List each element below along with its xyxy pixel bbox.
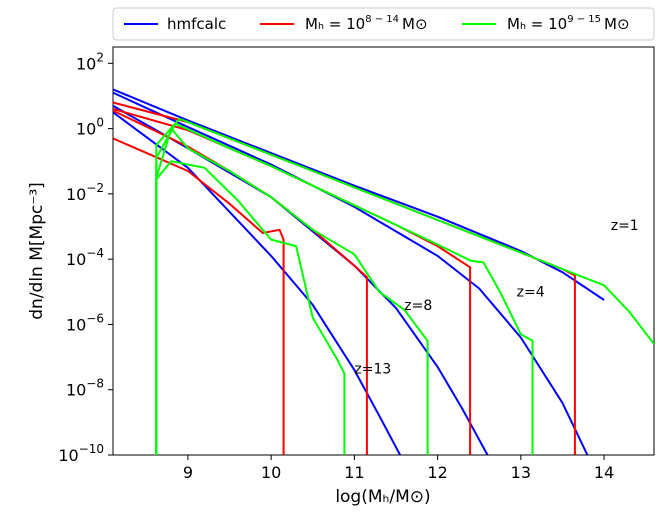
legend-label-mh-8-14-end: M⊙	[402, 15, 428, 33]
series-layer	[113, 88, 654, 455]
series-line-3	[113, 111, 401, 455]
annotations: z=1 z=4 z=8 z=13	[354, 218, 638, 378]
y-tick-label: 10−2	[66, 181, 104, 204]
x-axis: 9 10 11 12 13 14	[183, 455, 614, 482]
legend-label-hmfcalc: hmfcalc	[167, 15, 226, 33]
x-tick-label: 12	[427, 463, 447, 482]
y-tick-label: 100	[76, 116, 104, 139]
series-line-1	[113, 91, 589, 455]
x-tick-label: 10	[261, 463, 281, 482]
legend-label-mh-9-15-end: M⊙	[604, 15, 630, 33]
series-line-0	[113, 88, 605, 301]
x-tick-label: 9	[183, 463, 193, 482]
annotation-label: z=13	[354, 361, 391, 377]
y-tick-label: 102	[76, 50, 104, 73]
series-line-9	[155, 122, 534, 455]
y-tick-label: 10−6	[66, 311, 104, 334]
series-line-10	[155, 127, 429, 455]
x-tick-label: 11	[344, 463, 364, 482]
legend-label-mh-8-14-exp: 8 − 14	[365, 14, 399, 25]
legend-label-mh-9-15: Mₕ = 109 − 15 M⊙	[507, 14, 630, 33]
legend-label-mh-9-15-exp: 9 − 15	[567, 14, 601, 25]
annotation-label: z=4	[517, 285, 545, 301]
y-axis-label: dn/dln M[Mpc⁻³]	[27, 182, 47, 320]
y-axis: 102 100 10−2 10−4 10−6 10−8 10−10	[58, 50, 113, 465]
legend-box	[112, 7, 655, 41]
x-axis-label: log(Mₕ/M⊙)	[335, 487, 430, 507]
x-tick-label: 14	[594, 463, 614, 482]
legend-label-mh-9-15-main: Mₕ = 10	[507, 15, 567, 33]
annotation-label: z=8	[404, 298, 432, 314]
legend: hmfcalc Mₕ = 108 − 14 M⊙ Mₕ = 109 − 15 M⊙	[112, 7, 655, 41]
legend-label-mh-8-14-main: Mₕ = 10	[305, 15, 365, 33]
y-tick-label: 10−10	[58, 442, 104, 465]
series-line-2	[113, 104, 489, 455]
series-line-6	[113, 109, 368, 455]
y-tick-label: 10−4	[66, 246, 104, 269]
plot-frame	[112, 46, 655, 456]
series-line-8	[155, 117, 654, 455]
series-line-11	[155, 160, 346, 455]
y-tick-label: 10−8	[66, 377, 104, 400]
series-line-7	[113, 137, 285, 455]
x-tick-label: 13	[511, 463, 531, 482]
legend-label-mh-8-14: Mₕ = 108 − 14 M⊙	[305, 14, 428, 33]
annotation-label: z=1	[611, 218, 639, 234]
